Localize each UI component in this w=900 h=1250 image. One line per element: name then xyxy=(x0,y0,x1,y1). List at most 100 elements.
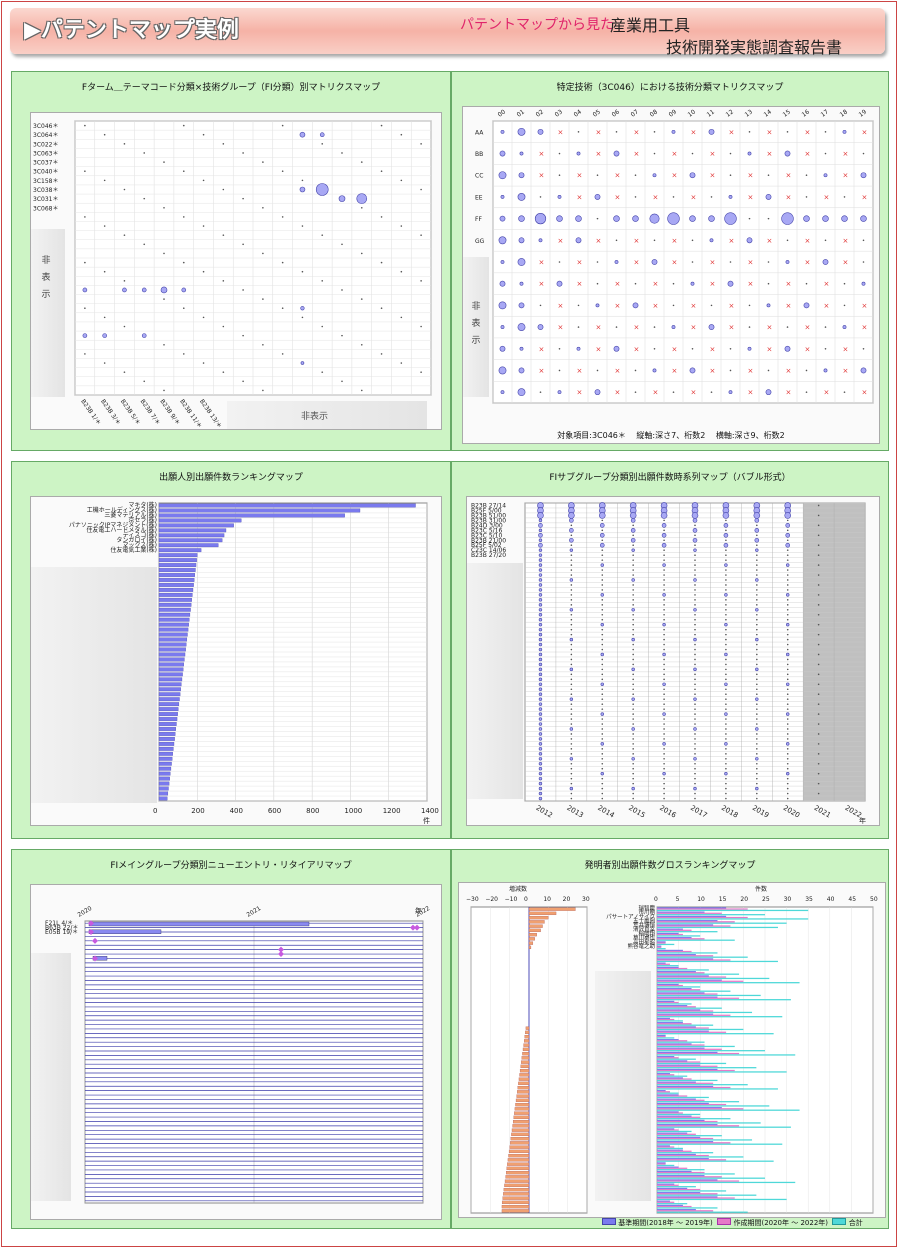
target-bar xyxy=(657,1171,705,1174)
y-tick-label: 3C037＊ xyxy=(33,160,58,167)
entry-marker xyxy=(278,946,284,953)
dot xyxy=(725,738,727,740)
target-bar xyxy=(657,1091,670,1093)
x-tick-label: 01 xyxy=(516,108,526,118)
dot xyxy=(805,282,808,285)
bar xyxy=(158,518,242,523)
x-tick-label: 200 xyxy=(191,807,204,815)
total-bar xyxy=(657,1054,796,1056)
dot xyxy=(694,797,696,800)
bubble xyxy=(569,518,574,523)
dot xyxy=(601,703,604,705)
legend: 基準期間(2018年 ～ 2019年) 作成期間(2020年 ～ 2022年) … xyxy=(602,1218,863,1228)
dot xyxy=(577,131,580,133)
dot xyxy=(817,673,820,676)
dot xyxy=(123,143,126,145)
total-bar xyxy=(657,1024,714,1026)
x-tick-label: 09 xyxy=(668,108,678,118)
dot xyxy=(341,334,343,337)
dot xyxy=(663,643,665,646)
change-bar xyxy=(528,941,534,945)
dot xyxy=(694,708,696,710)
change-bar xyxy=(528,911,557,916)
dot xyxy=(663,608,665,611)
bubble xyxy=(765,194,772,200)
base-bar xyxy=(657,1017,670,1020)
category-label: パサートアノサイク xyxy=(606,913,655,920)
dot xyxy=(817,594,820,596)
bubble xyxy=(498,301,507,310)
dot xyxy=(601,678,604,681)
bubble xyxy=(599,532,605,538)
dot xyxy=(262,252,264,255)
dot xyxy=(786,643,789,646)
change-bar xyxy=(501,1209,530,1213)
dot xyxy=(756,574,758,576)
dot xyxy=(729,369,732,372)
bubble xyxy=(519,281,524,286)
target-bar xyxy=(657,1159,727,1161)
dot xyxy=(84,170,86,173)
cross-mark: × xyxy=(748,367,754,375)
bar xyxy=(158,737,175,741)
dot xyxy=(729,347,732,350)
dot xyxy=(756,762,758,765)
header-banner: ▶パテントマップ実例 パテントマップから見た 産業用工具 技術開発実態調査報告書 xyxy=(10,8,885,57)
cross-mark: × xyxy=(672,172,678,180)
change-bar xyxy=(528,907,576,911)
x-tick-label: 08 xyxy=(649,108,659,118)
dot xyxy=(725,728,727,730)
legend-swatch-total xyxy=(832,1218,847,1225)
dot xyxy=(756,643,758,646)
hidden-label: 非表示 xyxy=(301,412,329,422)
bubble xyxy=(630,518,636,523)
dot xyxy=(539,304,542,307)
dot xyxy=(570,604,573,606)
bubble xyxy=(660,512,668,519)
dot xyxy=(400,225,403,227)
y-tick-label: B23B 31/00 xyxy=(471,517,506,524)
bubble xyxy=(498,236,507,245)
hidden-area-left xyxy=(467,563,523,799)
dot xyxy=(601,633,604,636)
bubble xyxy=(538,608,543,612)
dot xyxy=(262,206,264,209)
bar xyxy=(158,588,194,592)
dot xyxy=(570,658,573,661)
dot xyxy=(570,574,573,576)
dot xyxy=(570,613,573,616)
dot xyxy=(570,762,573,765)
dot xyxy=(786,549,789,551)
dot xyxy=(663,618,665,621)
target-bar xyxy=(657,1057,679,1059)
y-tick-label: B63B 22/＊ xyxy=(45,925,78,932)
hidden-area-left xyxy=(463,257,489,397)
dot xyxy=(663,633,665,636)
target-bar xyxy=(657,946,662,948)
base-bar xyxy=(657,1136,701,1139)
dot xyxy=(805,174,808,177)
cross-mark: × xyxy=(596,128,602,136)
dot xyxy=(663,782,665,785)
dot xyxy=(663,599,665,601)
target-bar xyxy=(657,1193,718,1195)
bubble xyxy=(499,280,506,287)
dot xyxy=(694,574,696,576)
bubble xyxy=(538,771,543,776)
bar xyxy=(158,503,416,508)
bubble xyxy=(300,306,305,311)
x-tick-label: 2016 xyxy=(658,804,678,820)
bubble xyxy=(708,128,715,135)
dot xyxy=(756,703,758,705)
base-bar xyxy=(657,1102,709,1105)
bubble xyxy=(662,593,666,597)
dot xyxy=(756,628,758,631)
dot xyxy=(632,569,634,571)
hidden-area-left xyxy=(595,971,651,1201)
bar xyxy=(158,776,170,781)
dot xyxy=(663,529,665,532)
bar xyxy=(158,667,184,672)
bubble xyxy=(141,287,147,293)
dot xyxy=(756,604,758,606)
base-bar xyxy=(657,954,696,956)
